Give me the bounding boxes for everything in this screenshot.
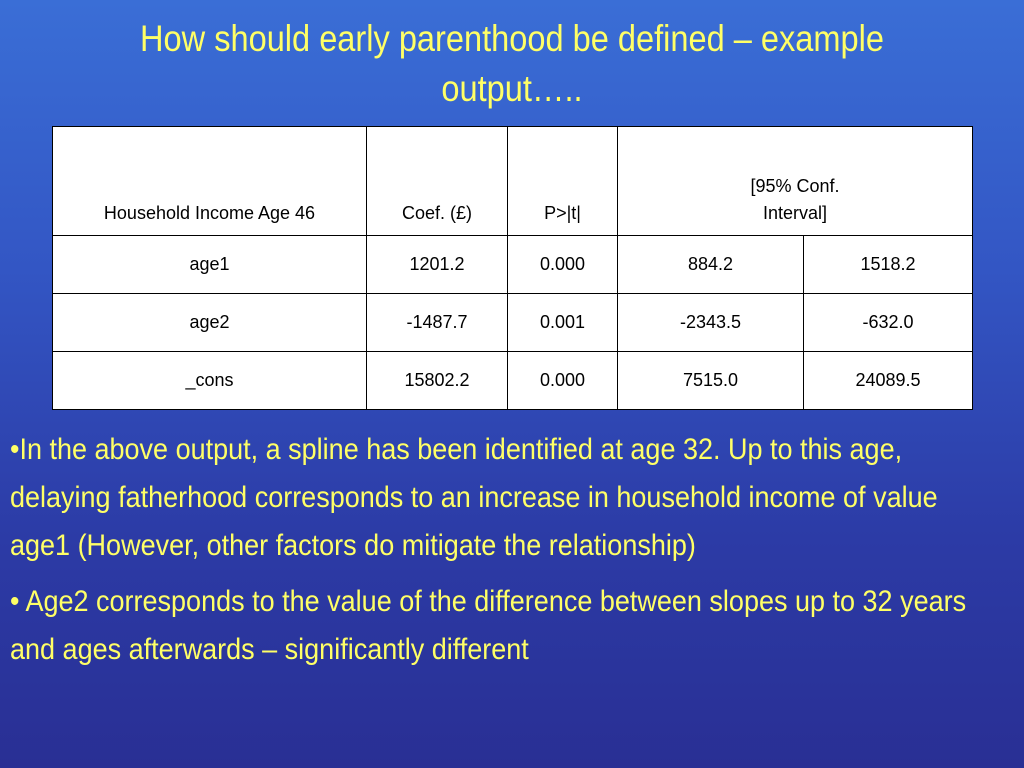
- cell-p-value: 0.000: [507, 235, 618, 294]
- cell-ci-upper: 1518.2: [803, 235, 973, 294]
- cell-variable: age2: [52, 293, 367, 352]
- cell-coefficient: -1487.7: [366, 293, 508, 352]
- cell-ci-lower: -2343.5: [617, 293, 804, 352]
- cell-ci-upper: -632.0: [803, 293, 973, 352]
- cell-p-value: 0.001: [507, 293, 618, 352]
- cell-p-value: 0.000: [507, 351, 618, 410]
- bullet-list: •In the above output, a spline has been …: [10, 426, 1010, 682]
- regression-table: Household Income Age 46 Coef. (£) P>|t| …: [52, 126, 973, 410]
- header-variable: Household Income Age 46: [52, 126, 367, 236]
- cell-coefficient: 15802.2: [366, 351, 508, 410]
- slide-title: How should early parenthood be defined –…: [140, 18, 884, 109]
- cell-variable: age1: [52, 235, 367, 294]
- header-coefficient: Coef. (£): [366, 126, 508, 236]
- header-p-value: P>|t|: [507, 126, 618, 236]
- bullet-age2-explanation: • Age2 corresponds to the value of the d…: [10, 585, 967, 666]
- regression-table-container: Household Income Age 46 Coef. (£) P>|t| …: [52, 126, 973, 410]
- cell-ci-upper: 24089.5: [803, 351, 973, 410]
- cell-variable: _cons: [52, 351, 367, 410]
- header-confidence-interval: [95% Conf. Interval]: [617, 126, 973, 236]
- cell-coefficient: 1201.2: [366, 235, 508, 294]
- table-row: age1 1201.2 0.000 884.2 1518.2: [52, 235, 973, 294]
- cell-ci-lower: 7515.0: [617, 351, 804, 410]
- table-row: _cons 15802.2 0.000 7515.0 24089.5: [52, 351, 973, 410]
- bullet-spline-explanation: •In the above output, a spline has been …: [10, 433, 938, 562]
- ci-header-label: [95% Conf. Interval]: [750, 176, 840, 223]
- cell-ci-lower: 884.2: [617, 235, 804, 294]
- table-row: age2 -1487.7 0.001 -2343.5 -632.0: [52, 293, 973, 352]
- table-header-row: Household Income Age 46 Coef. (£) P>|t| …: [52, 126, 973, 236]
